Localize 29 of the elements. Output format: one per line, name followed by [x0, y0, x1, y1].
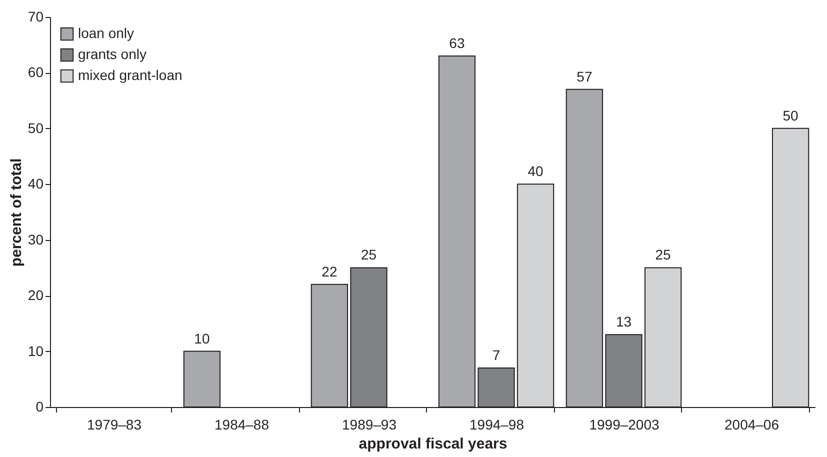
- x-tick-label: 1994–98: [469, 416, 524, 432]
- y-axis-title: percent of total: [8, 158, 25, 267]
- data-label: 40: [528, 163, 544, 180]
- y-tick-label: 40: [28, 176, 44, 192]
- data-label: 7: [492, 347, 500, 363]
- y-tick-label: 50: [28, 120, 44, 136]
- x-axis-title: approval fiscal years: [358, 436, 508, 452]
- data-label: 63: [449, 35, 465, 51]
- x-tick-label: 1989–93: [342, 416, 397, 432]
- y-tick-label: 20: [28, 287, 44, 304]
- x-tick-label: 1979–83: [86, 416, 142, 432]
- legend-label: grants only: [78, 46, 146, 62]
- data-label: 10: [194, 330, 210, 346]
- x-tick-label: 1984–88: [214, 416, 270, 432]
- y-tick-label: 60: [28, 64, 44, 80]
- legend-label: loan only: [78, 25, 134, 41]
- data-label: 13: [616, 314, 632, 330]
- data-label: 22: [322, 263, 338, 280]
- x-tick-label: 1999–2003: [589, 416, 660, 432]
- legend-label: mixed grant-loan: [78, 67, 182, 83]
- data-label: 25: [655, 246, 672, 263]
- data-label: 57: [576, 68, 592, 84]
- y-tick-label: 10: [28, 342, 44, 359]
- x-tick-label: 2004–06: [724, 416, 780, 432]
- y-tick-label: 30: [28, 231, 44, 248]
- y-tick-label: 70: [28, 8, 44, 24]
- data-label: 25: [360, 246, 377, 263]
- y-tick-label: 0: [36, 398, 44, 414]
- data-label: 50: [782, 107, 799, 124]
